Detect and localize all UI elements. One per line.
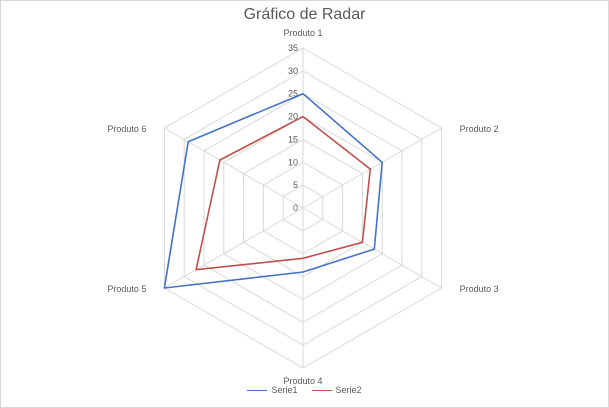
legend-item-serie1: Serie1 [247,385,298,395]
legend-item-serie2: Serie2 [311,385,362,395]
tick-label-20: 20 [288,112,298,122]
chart-title: Gráfico de Radar [243,6,366,23]
category-label-1: Produto 1 [283,28,322,38]
legend-swatch-serie1 [247,389,268,391]
legend-swatch-serie2 [311,389,332,391]
tick-label-15: 15 [288,134,298,144]
legend-label-serie2: Serie2 [335,385,362,395]
legend: Serie1 Serie2 [1,385,608,395]
category-label-5: Produto 5 [107,284,146,294]
series-line-serie1 [163,92,384,289]
series-line-serie2 [195,115,372,271]
spoke-5 [164,207,304,289]
tick-label-30: 30 [288,66,298,76]
tick-label-35: 35 [288,43,298,53]
spoke-3 [302,207,442,289]
tick-label-25: 25 [288,89,298,99]
spoke-2 [302,127,442,209]
tick-label-5: 5 [293,180,298,190]
spoke-6 [164,127,304,209]
legend-label-serie1: Serie1 [271,385,298,395]
category-label-4: Produto 4 [283,376,322,386]
category-label-6: Produto 6 [107,124,146,134]
tick-label-0: 0 [293,203,298,213]
category-label-2: Produto 2 [460,124,499,134]
tick-label-10: 10 [288,157,298,167]
category-label-3: Produto 3 [460,284,499,294]
